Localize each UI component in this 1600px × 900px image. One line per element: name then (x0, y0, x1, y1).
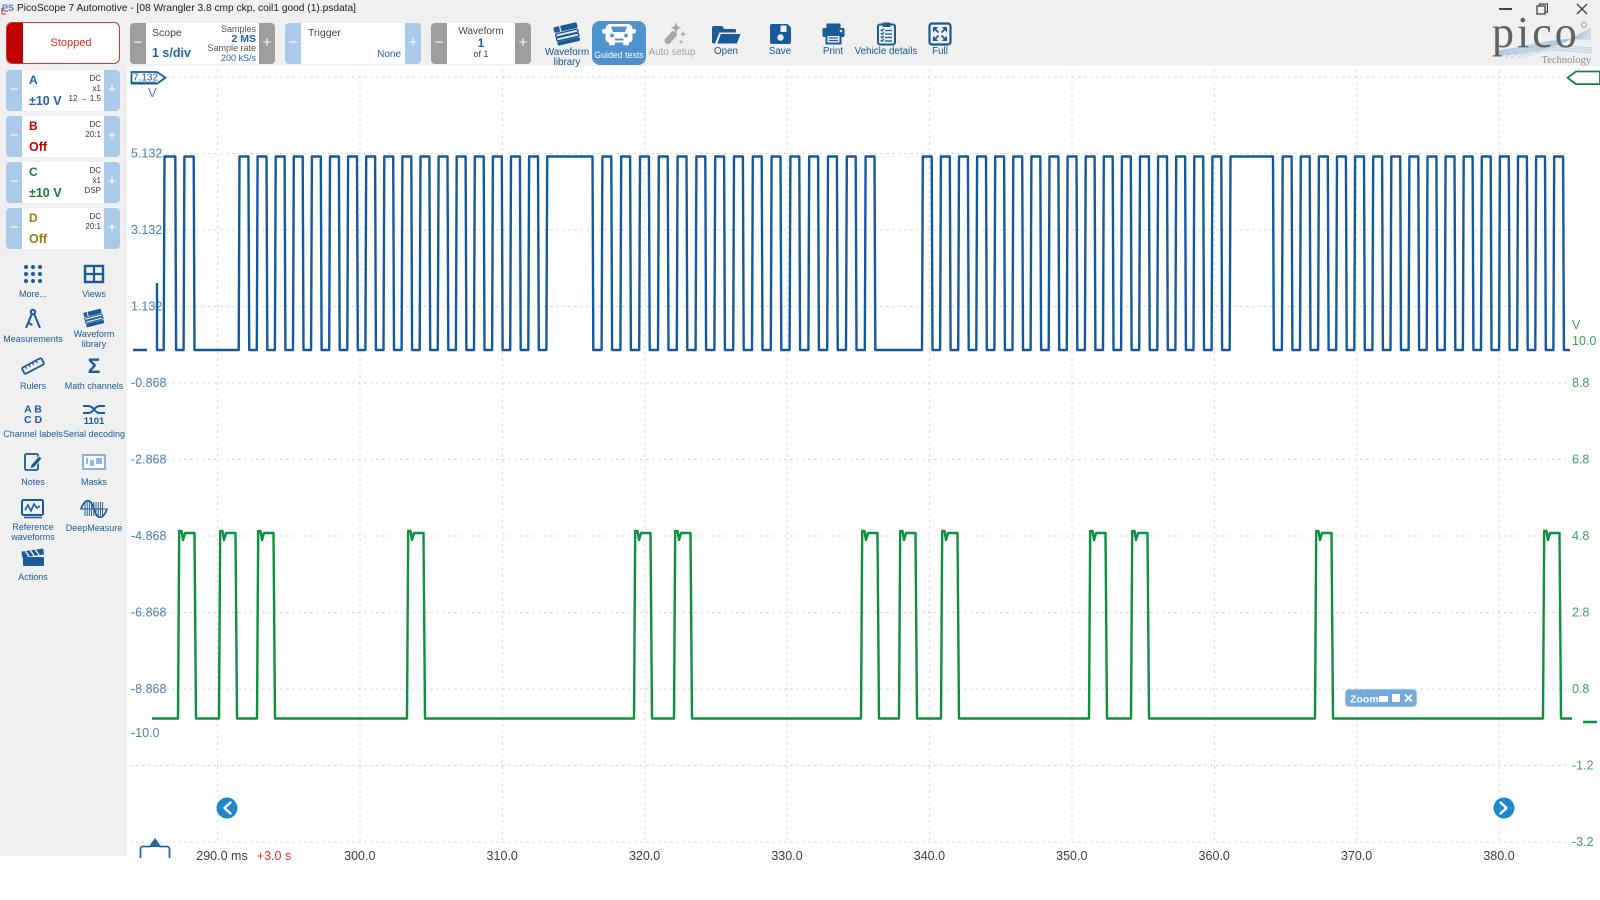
svg-text:10.0: 10.0 (1572, 334, 1596, 348)
svg-text:-10.0: -10.0 (131, 726, 160, 740)
svg-text:-4.868: -4.868 (131, 529, 166, 543)
svg-text:350.0: 350.0 (1056, 849, 1087, 863)
svg-text:310.0: 310.0 (487, 849, 518, 863)
svg-text:-2.868: -2.868 (131, 453, 166, 467)
svg-text:pico: pico (1492, 16, 1580, 57)
svg-text:V: V (1572, 318, 1581, 332)
svg-text:A B: A B (24, 404, 42, 416)
svg-text:7.132: 7.132 (133, 73, 158, 84)
svg-text:340.0: 340.0 (914, 849, 945, 863)
svg-text:4.8: 4.8 (1572, 529, 1589, 543)
svg-text:300.0: 300.0 (344, 849, 375, 863)
svg-text:6.8: 6.8 (1572, 453, 1589, 467)
svg-text:370.0: 370.0 (1341, 849, 1372, 863)
svg-text:Technology: Technology (1542, 55, 1592, 66)
svg-text:V: V (148, 85, 157, 100)
svg-text:C D: C D (24, 414, 43, 425)
svg-text:320.0: 320.0 (629, 849, 660, 863)
svg-text:Zoom: Zoom (1350, 694, 1379, 706)
svg-text:PS: PS (2, 3, 14, 13)
svg-text:-3.2: -3.2 (1572, 835, 1594, 849)
svg-text:Σ: Σ (88, 355, 101, 377)
svg-text:5.132: 5.132 (131, 147, 162, 161)
svg-text:-6.868: -6.868 (131, 606, 166, 620)
svg-text:290.0 ms: 290.0 ms (196, 849, 247, 863)
svg-text:-8.868: -8.868 (131, 682, 166, 696)
svg-text:3.132: 3.132 (131, 223, 162, 237)
svg-text:380.0: 380.0 (1483, 849, 1514, 863)
svg-text:330.0: 330.0 (771, 849, 802, 863)
svg-text:1101: 1101 (84, 416, 105, 425)
svg-text:360.0: 360.0 (1199, 849, 1230, 863)
svg-text:1.132: 1.132 (131, 300, 162, 314)
svg-text:+3.0 s: +3.0 s (257, 849, 291, 863)
svg-text:-0.868: -0.868 (131, 376, 166, 390)
svg-text:2.8: 2.8 (1572, 606, 1589, 620)
svg-text:-1.2: -1.2 (1572, 759, 1594, 773)
svg-text:0.8: 0.8 (1572, 682, 1589, 696)
svg-text:8.8: 8.8 (1572, 376, 1589, 390)
